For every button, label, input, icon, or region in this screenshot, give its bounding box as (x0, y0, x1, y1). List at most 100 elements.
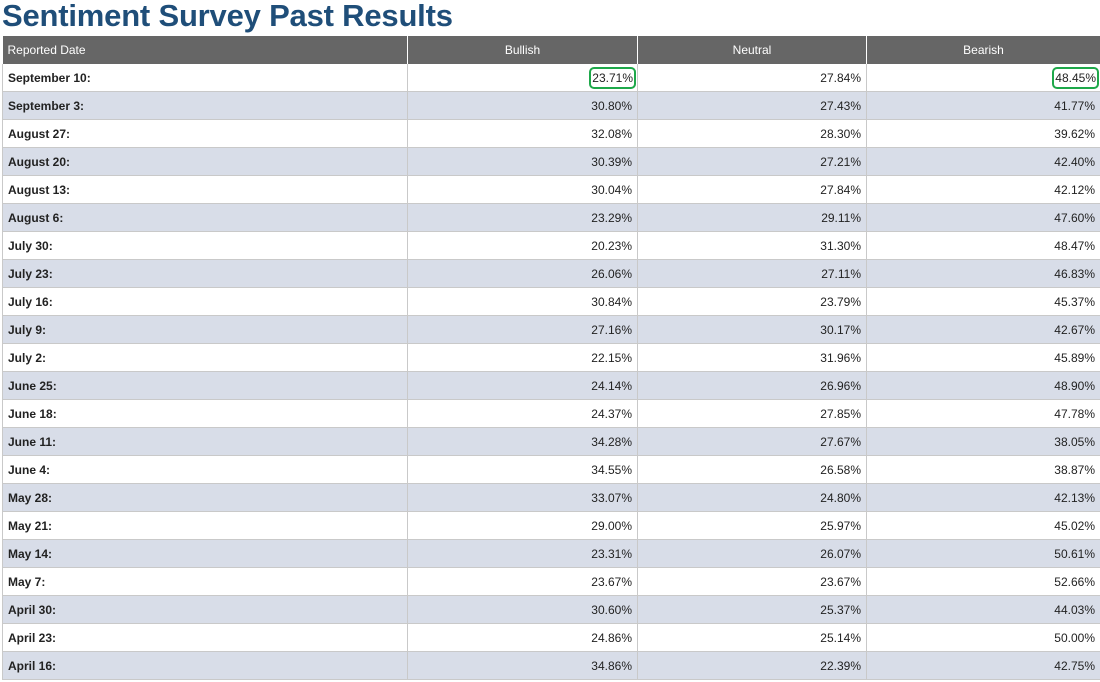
neutral-cell: 29.11% (637, 203, 867, 232)
bullish-cell: 20.23% (407, 231, 638, 260)
table-body: September 10: 23.71% 27.84% 48.45% September… (2, 64, 1100, 680)
reported-date-cell: July 2: (2, 343, 408, 372)
reported-date-cell: July 9: (2, 315, 408, 344)
column-header-neutral[interactable]: Neutral (637, 36, 867, 64)
reported-date-cell: May 7: (2, 567, 408, 596)
table-row: June 11: 34.28% 27.67% 38.05% (2, 427, 1100, 456)
table-row: June 4: 34.55% 26.58% 38.87% (2, 455, 1100, 484)
bearish-cell: 42.75% (866, 651, 1100, 680)
bullish-cell: 23.31% (407, 539, 638, 568)
table-row: May 21: 29.00% 25.97% 45.02% (2, 511, 1100, 540)
neutral-cell: 23.67% (637, 567, 867, 596)
bullish-cell: 23.29% (407, 203, 638, 232)
reported-date-cell: August 27: (2, 119, 408, 148)
neutral-cell: 26.96% (637, 371, 867, 400)
neutral-cell: 30.17% (637, 315, 867, 344)
table-row: April 30: 30.60% 25.37% 44.03% (2, 595, 1100, 624)
table-row: April 23: 24.86% 25.14% 50.00% (2, 623, 1100, 652)
bullish-cell: 24.37% (407, 399, 638, 428)
bullish-cell: 30.80% (407, 91, 638, 120)
bullish-cell: 29.00% (407, 511, 638, 540)
bearish-cell: 47.78% (866, 399, 1100, 428)
bearish-cell: 42.13% (866, 483, 1100, 512)
reported-date-cell: July 16: (2, 287, 408, 316)
neutral-cell: 26.07% (637, 539, 867, 568)
reported-date-cell: June 11: (2, 427, 408, 456)
column-header-bullish[interactable]: Bullish (407, 36, 638, 64)
bullish-cell: 27.16% (407, 315, 638, 344)
bullish-cell: 23.71% (407, 64, 638, 92)
neutral-cell: 22.39% (637, 651, 867, 680)
bullish-cell: 30.39% (407, 147, 638, 176)
bearish-cell: 39.62% (866, 119, 1100, 148)
reported-date-cell: June 4: (2, 455, 408, 484)
reported-date-cell: May 21: (2, 511, 408, 540)
bearish-cell: 42.40% (866, 147, 1100, 176)
neutral-cell: 28.30% (637, 119, 867, 148)
bullish-cell: 34.86% (407, 651, 638, 680)
bearish-cell: 38.05% (866, 427, 1100, 456)
neutral-cell: 25.14% (637, 623, 867, 652)
reported-date-cell: September 3: (2, 91, 408, 120)
table-row: July 2: 22.15% 31.96% 45.89% (2, 343, 1100, 372)
neutral-cell: 24.80% (637, 483, 867, 512)
bearish-cell: 42.67% (866, 315, 1100, 344)
column-header-reported-date[interactable]: Reported Date (2, 36, 408, 64)
table-row: July 16: 30.84% 23.79% 45.37% (2, 287, 1100, 316)
table-row: August 20: 30.39% 27.21% 42.40% (2, 147, 1100, 176)
reported-date-cell: August 13: (2, 175, 408, 204)
highlighted-bearish-value: 48.45% (1052, 66, 1099, 89)
table-row: May 14: 23.31% 26.07% 50.61% (2, 539, 1100, 568)
neutral-cell: 27.84% (637, 175, 867, 204)
bearish-cell: 45.89% (866, 343, 1100, 372)
bullish-cell: 34.55% (407, 455, 638, 484)
bearish-cell: 52.66% (866, 567, 1100, 596)
table-row: July 30: 20.23% 31.30% 48.47% (2, 231, 1100, 260)
bearish-cell: 47.60% (866, 203, 1100, 232)
column-header-bearish[interactable]: Bearish (866, 36, 1100, 64)
bearish-cell: 48.90% (866, 371, 1100, 400)
bearish-cell: 45.37% (866, 287, 1100, 316)
bearish-cell: 41.77% (866, 91, 1100, 120)
table-row: August 27: 32.08% 28.30% 39.62% (2, 119, 1100, 148)
table-row: June 25: 24.14% 26.96% 48.90% (2, 371, 1100, 400)
bearish-cell: 48.47% (866, 231, 1100, 260)
reported-date-cell: August 6: (2, 203, 408, 232)
reported-date-cell: August 20: (2, 147, 408, 176)
bearish-cell: 46.83% (866, 259, 1100, 288)
table-row: July 23: 26.06% 27.11% 46.83% (2, 259, 1100, 288)
neutral-cell: 27.85% (637, 399, 867, 428)
bearish-cell: 45.02% (866, 511, 1100, 540)
bullish-cell: 34.28% (407, 427, 638, 456)
neutral-cell: 27.84% (637, 64, 867, 92)
neutral-cell: 25.37% (637, 595, 867, 624)
reported-date-cell: May 28: (2, 483, 408, 512)
neutral-cell: 31.30% (637, 231, 867, 260)
bullish-cell: 22.15% (407, 343, 638, 372)
reported-date-cell: April 30: (2, 595, 408, 624)
bullish-cell: 30.84% (407, 287, 638, 316)
bullish-cell: 26.06% (407, 259, 638, 288)
table-row: May 28: 33.07% 24.80% 42.13% (2, 483, 1100, 512)
bullish-cell: 24.86% (407, 623, 638, 652)
bullish-cell: 30.04% (407, 175, 638, 204)
bearish-cell: 44.03% (866, 595, 1100, 624)
bearish-cell: 48.45% (866, 64, 1100, 92)
table-row: July 9: 27.16% 30.17% 42.67% (2, 315, 1100, 344)
neutral-cell: 23.79% (637, 287, 867, 316)
reported-date-cell: April 23: (2, 623, 408, 652)
reported-date-cell: September 10: (2, 64, 408, 92)
page-title: Sentiment Survey Past Results (2, 0, 453, 33)
table-row: May 7: 23.67% 23.67% 52.66% (2, 567, 1100, 596)
table-row: August 13: 30.04% 27.84% 42.12% (2, 175, 1100, 204)
reported-date-cell: July 30: (2, 231, 408, 260)
neutral-cell: 31.96% (637, 343, 867, 372)
table-row: September 10: 23.71% 27.84% 48.45% (2, 64, 1100, 92)
reported-date-cell: June 18: (2, 399, 408, 428)
bearish-cell: 42.12% (866, 175, 1100, 204)
bullish-cell: 33.07% (407, 483, 638, 512)
bullish-cell: 32.08% (407, 119, 638, 148)
bullish-cell: 24.14% (407, 371, 638, 400)
reported-date-cell: June 25: (2, 371, 408, 400)
